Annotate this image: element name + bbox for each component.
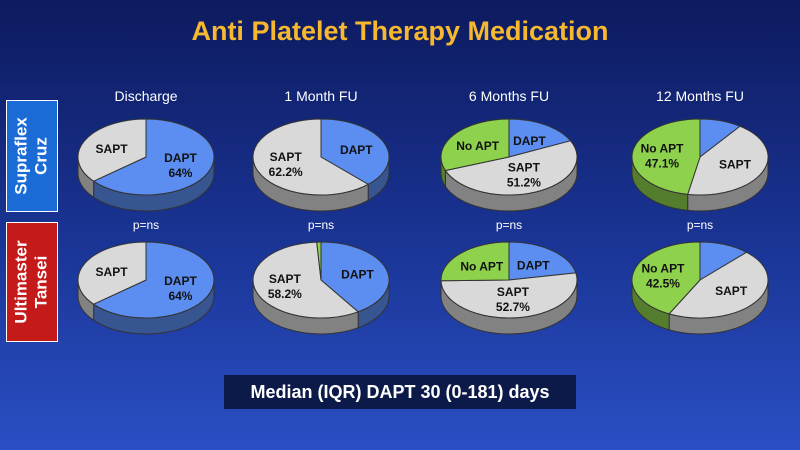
pie-slice-dapt xyxy=(508,118,572,158)
slice-label-dapt: DAPT xyxy=(341,268,374,282)
pie-slice-sapt xyxy=(440,272,578,319)
slice-label-no-apt: No APT 42.5% xyxy=(642,262,686,291)
pie-1-2: DAPT SAPT 52.7% No APT xyxy=(440,241,578,335)
p-value-label: p=ns xyxy=(687,218,713,232)
pie-1-1: DAPT SAPT 58.2% xyxy=(252,241,390,335)
pie-1-3: SAPT No APT 42.5% xyxy=(631,241,769,335)
pie-slice-no-apt xyxy=(631,241,701,315)
pie-slice-sapt xyxy=(77,241,147,305)
slice-label-sapt: SAPT xyxy=(96,265,129,279)
slice-label-dapt: DAPT xyxy=(513,134,546,148)
slice-label-sapt: SAPT xyxy=(96,142,129,156)
pie-slice-sapt xyxy=(668,251,769,319)
pie-slice-sapt xyxy=(252,241,360,319)
pie-slice-no-apt xyxy=(631,118,701,195)
pie-slice-dapt xyxy=(320,118,390,185)
slice-label-no-apt: No APT 47.1% xyxy=(641,141,685,170)
slice-label-sapt: SAPT xyxy=(715,284,748,298)
row-label-supraflex-cruz: Supraflex Cruz xyxy=(6,100,58,212)
pie-0-0: DAPT 64% SAPT xyxy=(77,118,215,212)
column-label-1-month: 1 Month FU xyxy=(284,88,358,104)
page-title: Anti Platelet Therapy Medication xyxy=(191,16,609,46)
pie-0-3: SAPT No APT 47.1% xyxy=(631,118,769,212)
pie-slice-no-apt xyxy=(440,241,510,282)
slice-label-dapt: DAPT xyxy=(517,258,550,272)
p-value-label: p=ns xyxy=(496,218,522,232)
row-label-ultimaster-tansei: Ultimaster Tansei xyxy=(6,222,58,342)
column-label-discharge: Discharge xyxy=(114,88,178,104)
slice-label-dapt: DAPT 64% xyxy=(164,274,197,303)
slice-label-dapt: DAPT xyxy=(340,143,373,157)
slice-label-dapt: DAPT 64% xyxy=(164,151,197,180)
pie-slice-sapt xyxy=(687,125,769,196)
column-label-12-months: 12 Months FU xyxy=(656,88,744,104)
slice-label-sapt: SAPT xyxy=(719,157,752,171)
pie-slice-dapt xyxy=(508,241,577,281)
pie-slice-sapt xyxy=(77,118,147,182)
slice-label-sapt: SAPT 62.2% xyxy=(269,150,303,179)
pie-1-0: DAPT 64% SAPT xyxy=(77,241,215,335)
pie-0-1: DAPT SAPT 62.2% xyxy=(252,118,390,212)
pie-slice-dapt xyxy=(92,118,215,196)
slice-label-sapt: SAPT 52.7% xyxy=(496,285,530,314)
pie-0-2: DAPT SAPT 51.2% No APT xyxy=(440,118,578,212)
median-dapt-footer: Median (IQR) DAPT 30 (0-181) days xyxy=(224,375,576,409)
column-label-6-months: 6 Months FU xyxy=(468,88,550,104)
pie-slice-sapt xyxy=(444,140,578,196)
pie-slice-dapt xyxy=(92,241,215,319)
p-value-label: p=ns xyxy=(133,218,159,232)
pie-slice-no-apt xyxy=(440,118,510,172)
slice-label-no-apt: No APT xyxy=(460,260,504,274)
pie-slice-no-apt xyxy=(316,241,322,281)
slice-label-sapt: SAPT 51.2% xyxy=(507,160,541,189)
slice-label-no-apt: No APT xyxy=(456,139,500,153)
pie-slice-sapt xyxy=(252,118,370,196)
slice-label-sapt: SAPT 58.2% xyxy=(268,272,302,301)
p-value-label: p=ns xyxy=(308,218,334,232)
